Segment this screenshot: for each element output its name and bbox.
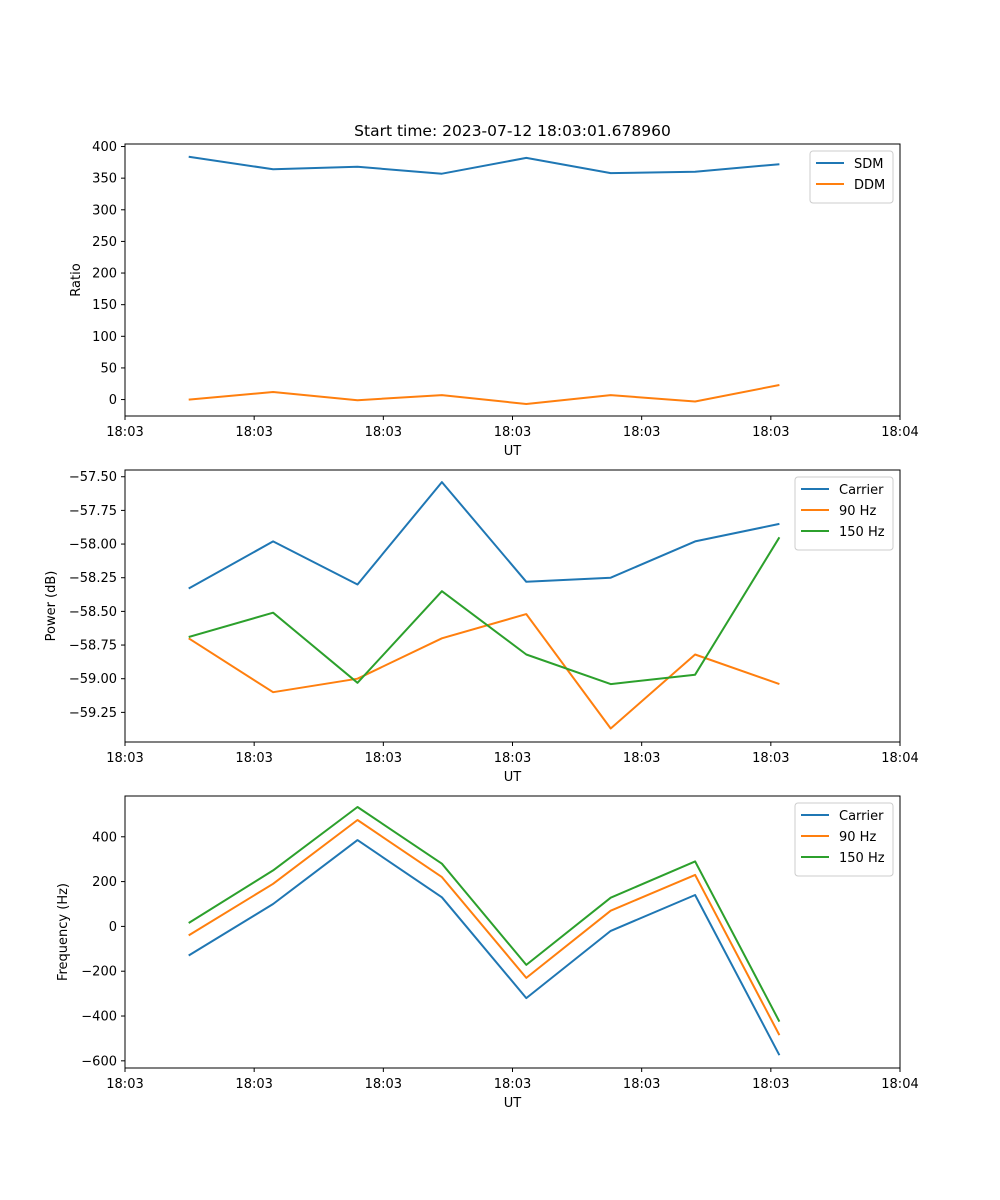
x-axis-label: UT (504, 770, 522, 785)
y-tick-label: −58.75 (69, 639, 117, 654)
x-tick-label: 18:04 (881, 751, 918, 766)
y-tick-label: −57.50 (69, 470, 117, 485)
y-tick-label: 50 (100, 361, 117, 376)
x-tick-label: 18:03 (623, 751, 660, 766)
y-tick-label: 0 (109, 393, 117, 408)
x-tick-label: 18:03 (235, 1077, 272, 1092)
x-tick-label: 18:03 (752, 1077, 789, 1092)
series-line-carrier (188, 481, 780, 590)
y-axis-label: Ratio (69, 263, 84, 296)
y-tick-label: −58.00 (69, 538, 117, 553)
y-tick-label: 250 (92, 235, 117, 250)
plot-area-frame (124, 469, 901, 743)
x-tick-label: 18:04 (881, 425, 918, 440)
y-axis-label: Power (dB) (44, 571, 59, 642)
legend-entry: 90 Hz (839, 504, 876, 519)
y-tick-label: −58.50 (69, 605, 117, 620)
y-tick-label: 0 (109, 920, 117, 935)
legend-entry: Carrier (839, 809, 884, 824)
y-tick-label: −400 (81, 1010, 117, 1025)
series-line-90-hz (188, 819, 781, 1036)
y-axis-label: Frequency (Hz) (56, 883, 71, 981)
x-tick-label: 18:03 (623, 1077, 660, 1092)
plot-area-frame (124, 143, 901, 417)
x-axis-label: UT (504, 1096, 522, 1111)
legend-entry: SDM (854, 157, 883, 172)
y-tick-label: 400 (92, 140, 117, 155)
series-line-150-hz (188, 806, 781, 1023)
x-tick-label: 18:03 (106, 751, 143, 766)
y-tick-label: −600 (81, 1054, 117, 1069)
legend: SDM DDM (809, 150, 894, 204)
y-tick-label: −58.25 (69, 571, 117, 586)
x-tick-label: 18:03 (752, 425, 789, 440)
x-tick-label: 18:03 (106, 1077, 143, 1092)
legend-entry: DDM (854, 178, 885, 193)
y-tick-label: −59.25 (69, 706, 117, 721)
legend: Carrier 90 Hz 150 Hz (794, 476, 894, 551)
x-tick-label: 18:03 (623, 425, 660, 440)
y-tick-label: 300 (92, 203, 117, 218)
chart-panels: 18:03 18:03 18:03 18:03 18:03 18:03 18:04 0 50 10… (44, 140, 919, 1111)
x-tick-label: 18:03 (494, 751, 531, 766)
legend-entry: 150 Hz (839, 525, 885, 540)
y-tick-label: 100 (92, 330, 117, 345)
x-tick-label: 18:03 (106, 425, 143, 440)
x-tick-label: 18:03 (235, 751, 272, 766)
y-tick-label: 200 (92, 267, 117, 282)
x-tick-label: 18:04 (881, 1077, 918, 1092)
x-tick-label: 18:03 (494, 425, 531, 440)
figure-title: Start time: 2023-07-12 18:03:01.678960 (354, 122, 671, 140)
series-line-ddm (188, 384, 780, 405)
legend: Carrier 90 Hz 150 Hz (794, 802, 894, 877)
y-tick-label: −59.00 (69, 672, 117, 687)
x-tick-label: 18:03 (365, 1077, 402, 1092)
y-tick-label: 200 (92, 875, 117, 890)
y-tick-label: 400 (92, 830, 117, 845)
series-line-carrier (188, 839, 781, 1056)
chart-panel-1: 18:03 18:03 18:03 18:03 18:03 18:03 18:04 0 50 10… (69, 140, 919, 459)
x-tick-label: 18:03 (752, 751, 789, 766)
legend-entry: 150 Hz (839, 851, 885, 866)
legend-entry: 90 Hz (839, 830, 876, 845)
x-axis-label: UT (504, 444, 522, 459)
y-tick-label: 150 (92, 298, 117, 313)
series-line-sdm (188, 155, 780, 175)
x-tick-label: 18:03 (494, 1077, 531, 1092)
plot-area-frame (124, 795, 901, 1069)
series-line-150-hz (188, 536, 781, 686)
x-tick-label: 18:03 (365, 751, 402, 766)
y-tick-label: −200 (81, 965, 117, 980)
legend-entry: Carrier (839, 483, 884, 498)
y-tick-label: 350 (92, 172, 117, 187)
y-tick-label: −57.75 (69, 504, 117, 519)
x-tick-label: 18:03 (365, 425, 402, 440)
series-line-90-hz (188, 613, 780, 730)
chart-panel-3: 18:03 18:03 18:03 18:03 18:03 18:03 18:04 −600 −… (56, 795, 919, 1111)
chart-panel-2: 18:03 18:03 18:03 18:03 18:03 18:03 18:04 −59.2… (44, 469, 919, 785)
x-tick-label: 18:03 (235, 425, 272, 440)
